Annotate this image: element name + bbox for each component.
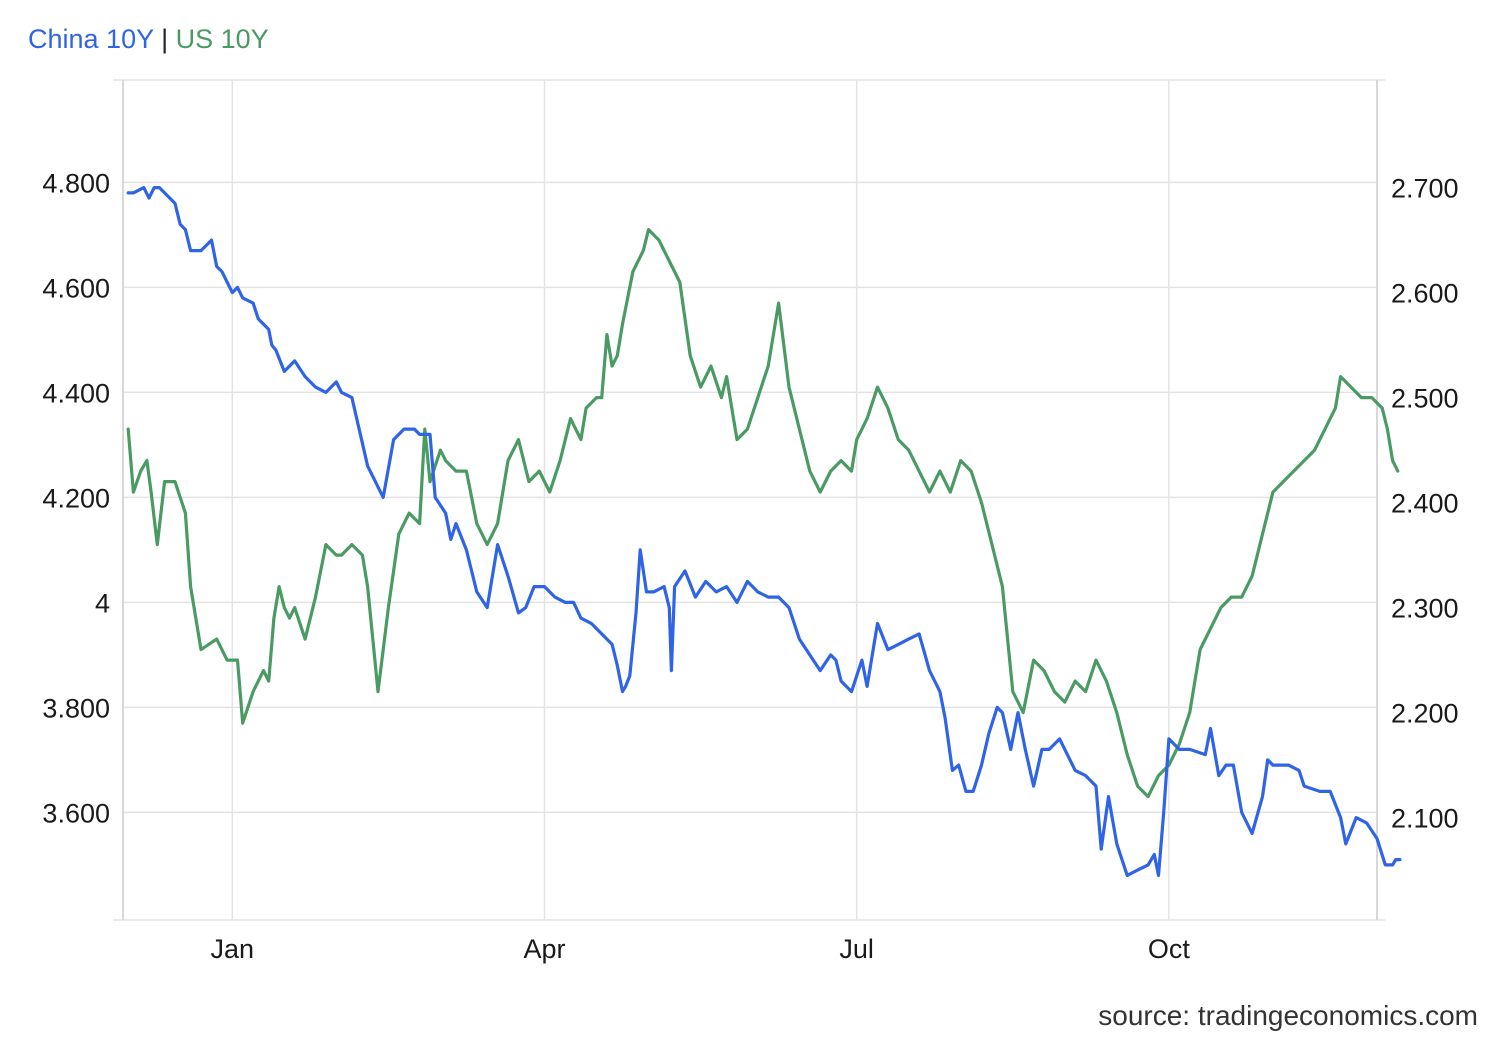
left-y-axis-ticks: 3.600 3.800 4 4.200 4.400 4.600 4.800 bbox=[42, 168, 110, 828]
horizontal-gridlines bbox=[123, 181, 1377, 814]
left-y-tick-label: 3.600 bbox=[42, 798, 110, 828]
legend-china-10y[interactable]: China 10Y bbox=[28, 24, 154, 54]
right-y-tick-label: 2.700 bbox=[1391, 174, 1459, 204]
china-10y-series-line[interactable] bbox=[126, 186, 1402, 877]
right-y-tick-label: 2.500 bbox=[1391, 384, 1459, 414]
left-y-tick-label: 4.200 bbox=[42, 483, 110, 513]
left-y-tick-label: 3.800 bbox=[42, 693, 110, 723]
x-tick-label: Apr bbox=[523, 934, 565, 964]
legend-us-10y[interactable]: US 10Y bbox=[175, 24, 269, 54]
right-y-axis-ticks: 2.100 2.200 2.300 2.400 2.500 2.600 2.700 bbox=[1391, 174, 1459, 834]
right-y-tick-label: 2.100 bbox=[1391, 804, 1459, 834]
vertical-gridlines bbox=[231, 80, 1170, 920]
legend-separator: | bbox=[161, 24, 169, 54]
right-y-tick-label: 2.400 bbox=[1391, 489, 1459, 519]
us-10y-series-line[interactable] bbox=[126, 228, 1400, 799]
x-tick-label: Jul bbox=[839, 934, 874, 964]
x-tick-label: Oct bbox=[1148, 934, 1191, 964]
series-lines bbox=[126, 186, 1402, 877]
right-y-tick-label: 2.200 bbox=[1391, 699, 1459, 729]
left-y-tick-label: 4.400 bbox=[42, 378, 110, 408]
left-y-tick-label: 4.800 bbox=[42, 168, 110, 198]
left-y-tick-label: 4 bbox=[95, 588, 110, 618]
x-axis-ticks: Jan Apr Jul Oct bbox=[210, 934, 1190, 964]
right-y-tick-label: 2.600 bbox=[1391, 279, 1459, 309]
chart-legend: China 10Y | US 10Y bbox=[28, 22, 269, 56]
right-y-tick-label: 2.300 bbox=[1391, 594, 1459, 624]
left-y-tick-label: 4.600 bbox=[42, 273, 110, 303]
plot-frame bbox=[113, 79, 1385, 921]
source-attribution[interactable]: source: tradingeconomics.com bbox=[1098, 1000, 1478, 1031]
x-tick-label: Jan bbox=[210, 934, 254, 964]
